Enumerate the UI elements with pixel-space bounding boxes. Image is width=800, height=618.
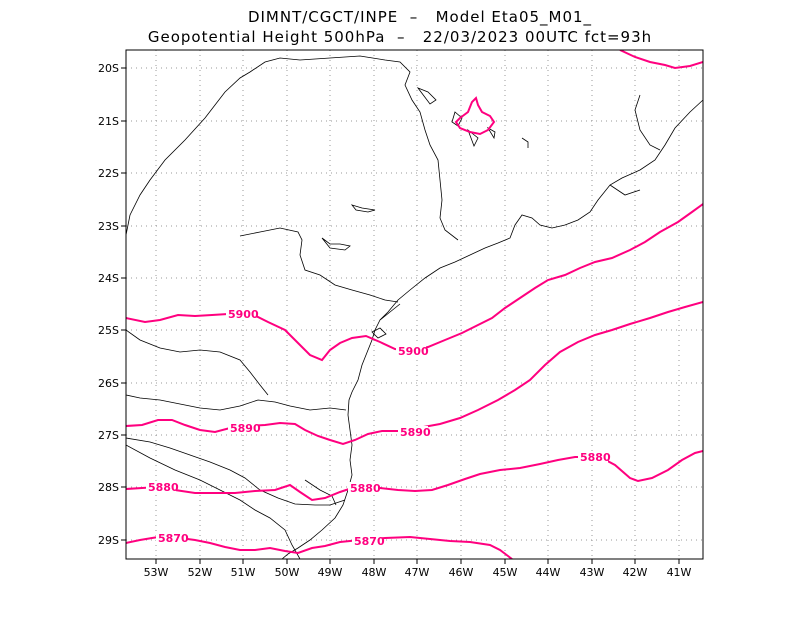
lat-label: 23S [98, 220, 119, 233]
coastline [281, 99, 703, 559]
tick-marks [121, 67, 680, 564]
lon-label: 53W [144, 566, 169, 579]
lon-label: 50W [275, 566, 300, 579]
lat-label: 26S [98, 377, 119, 390]
contour-label: 5900 [398, 345, 429, 358]
contour-label: 5890 [400, 426, 431, 439]
coastline-borders [126, 55, 703, 559]
contour-label: 5890 [230, 422, 261, 435]
lon-label: 44W [536, 566, 561, 579]
contour-labels: 5900 5900 5890 5890 5880 5880 5880 5870 … [146, 308, 611, 548]
contour-5880-line [126, 450, 703, 502]
lon-label: 43W [580, 566, 605, 579]
state-border [126, 55, 459, 241]
lon-label: 49W [318, 566, 343, 579]
lon-label: 47W [405, 566, 430, 579]
contour-label: 5880 [148, 481, 179, 494]
contour-label: 5900 [228, 308, 259, 321]
lat-label: 29S [98, 534, 119, 547]
lon-tick-labels: 53W 52W 51W 50W 49W 48W 47W 46W 45W 44W … [144, 566, 692, 579]
lat-tick-labels: 20S 21S 22S 23S 24S 25S 26S 27S 28S 29S [98, 62, 119, 547]
lat-label: 22S [98, 167, 119, 180]
contour-label: 5880 [350, 482, 381, 495]
contour-5910-line [619, 50, 703, 70]
lon-label: 46W [449, 566, 474, 579]
lat-label: 28S [98, 481, 119, 494]
height-contours [126, 50, 703, 559]
lon-label: 42W [623, 566, 648, 579]
map-title-line1: DIMNT/CGCT/INPE – Model Eta05_M01_ [247, 8, 593, 26]
contour-high-loop [454, 96, 496, 136]
contour-label: 5870 [158, 532, 189, 545]
contour-label: 5870 [354, 535, 385, 548]
lat-label: 21S [98, 115, 119, 128]
lat-label: 24S [98, 272, 119, 285]
map-title-line2: Geopotential Height 500hPa – 22/03/2023 … [147, 28, 653, 46]
lon-label: 41W [667, 566, 692, 579]
lon-label: 45W [493, 566, 518, 579]
lon-label: 52W [188, 566, 213, 579]
contour-label: 5880 [580, 451, 611, 464]
contour-5890-line [126, 301, 703, 446]
lon-label: 48W [362, 566, 387, 579]
lat-lon-grid [126, 50, 703, 559]
lat-label: 20S [98, 62, 119, 75]
lon-label: 51W [231, 566, 256, 579]
map-frame [125, 49, 704, 560]
contour-5900-line [126, 203, 703, 362]
lat-label: 25S [98, 324, 119, 337]
lat-label: 27S [98, 429, 119, 442]
